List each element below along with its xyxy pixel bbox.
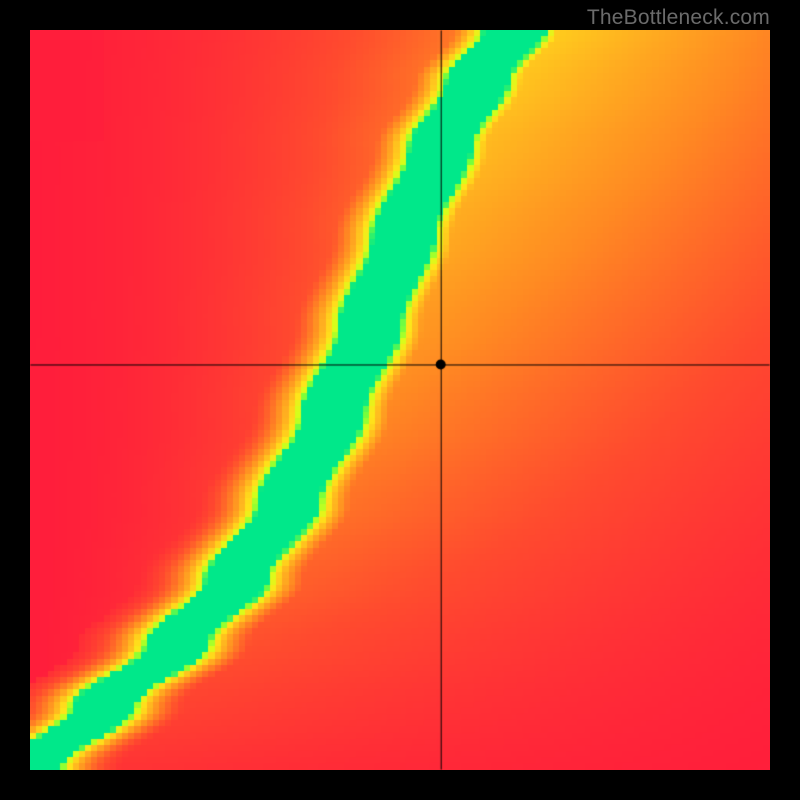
heatmap-canvas xyxy=(30,30,770,770)
watermark-text: TheBottleneck.com xyxy=(587,6,770,30)
chart-container: TheBottleneck.com xyxy=(0,0,800,800)
heatmap-plot xyxy=(30,30,770,770)
